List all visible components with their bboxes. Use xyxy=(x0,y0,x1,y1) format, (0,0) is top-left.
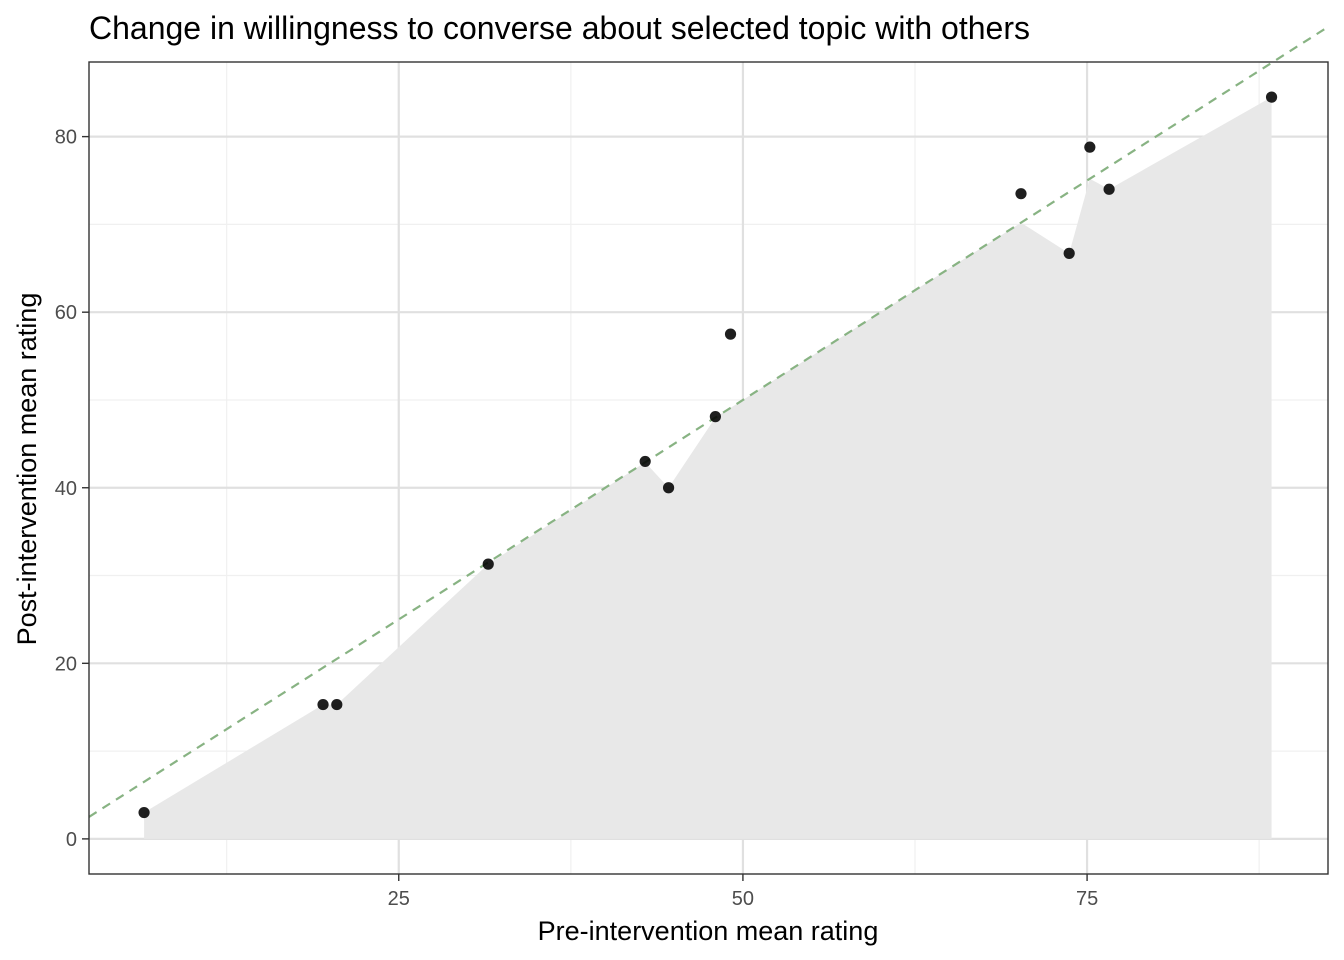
data-point xyxy=(482,558,494,570)
y-tick-label: 0 xyxy=(66,829,77,851)
data-point xyxy=(1084,141,1096,153)
x-axis-ticks: 25 50 75 xyxy=(388,874,1098,910)
data-point xyxy=(724,328,737,340)
data-point xyxy=(662,482,675,494)
data-point xyxy=(138,806,150,819)
reference-line-layer xyxy=(88,25,1329,818)
x-tick-label: 75 xyxy=(1076,888,1098,910)
data-point xyxy=(1265,91,1278,103)
data-point xyxy=(709,411,721,423)
data-point xyxy=(639,455,651,468)
shaded-area-layer xyxy=(144,97,1272,839)
data-point xyxy=(331,698,343,711)
chart-title: Change in willingness to converse about … xyxy=(89,10,1030,46)
y-tick-label: 20 xyxy=(55,653,77,675)
data-point xyxy=(317,698,329,711)
x-tick-label: 50 xyxy=(732,888,754,910)
x-axis-title: Pre-intervention mean rating xyxy=(538,916,879,946)
shaded-area xyxy=(144,97,1272,839)
y-axis-ticks: 0 20 40 60 80 xyxy=(55,127,89,851)
data-point xyxy=(1015,188,1027,200)
data-point xyxy=(1103,183,1115,195)
y-tick-label: 60 xyxy=(55,302,77,324)
points-layer xyxy=(138,91,1278,819)
data-point xyxy=(1063,247,1075,259)
x-tick-label: 25 xyxy=(388,888,410,910)
y-axis-title: Post-intervention mean rating xyxy=(12,293,42,646)
reference-line xyxy=(88,25,1329,818)
panel-border xyxy=(88,61,1329,875)
y-tick-label: 40 xyxy=(55,478,77,500)
y-tick-label: 80 xyxy=(55,127,77,149)
